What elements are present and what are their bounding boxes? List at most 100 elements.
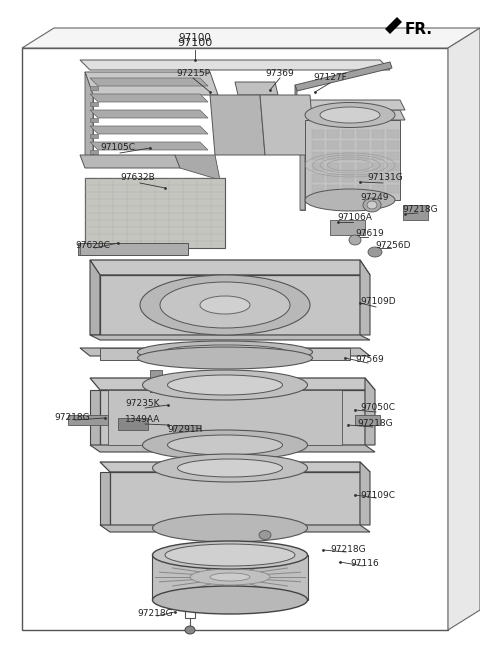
- Polygon shape: [68, 415, 108, 425]
- Polygon shape: [90, 260, 100, 335]
- Text: FR.: FR.: [405, 22, 433, 37]
- Ellipse shape: [163, 345, 288, 359]
- Polygon shape: [365, 378, 375, 445]
- Polygon shape: [342, 163, 354, 171]
- Polygon shape: [305, 120, 400, 200]
- Bar: [22, 48, 448, 630]
- Ellipse shape: [143, 370, 308, 400]
- Polygon shape: [150, 378, 178, 392]
- Ellipse shape: [210, 573, 250, 581]
- Polygon shape: [312, 163, 324, 171]
- Text: 97109D: 97109D: [360, 298, 396, 307]
- Text: 1349AA: 1349AA: [125, 415, 161, 424]
- Polygon shape: [90, 78, 208, 86]
- Ellipse shape: [259, 530, 271, 539]
- Polygon shape: [100, 525, 370, 532]
- Polygon shape: [327, 174, 339, 182]
- Polygon shape: [90, 390, 100, 445]
- Polygon shape: [90, 445, 375, 452]
- Polygon shape: [100, 462, 370, 472]
- Polygon shape: [387, 152, 399, 160]
- Polygon shape: [22, 28, 480, 48]
- Polygon shape: [387, 163, 399, 171]
- Polygon shape: [360, 260, 370, 335]
- Polygon shape: [312, 141, 324, 149]
- Text: 97127F: 97127F: [313, 74, 347, 83]
- Polygon shape: [342, 141, 354, 149]
- Text: 97050C: 97050C: [360, 403, 396, 413]
- Polygon shape: [90, 126, 208, 134]
- Polygon shape: [357, 174, 369, 182]
- Polygon shape: [300, 110, 405, 120]
- Ellipse shape: [168, 375, 283, 395]
- Text: 97109C: 97109C: [360, 491, 396, 499]
- Ellipse shape: [153, 454, 308, 482]
- Polygon shape: [100, 348, 350, 360]
- Ellipse shape: [349, 235, 361, 245]
- Polygon shape: [300, 120, 305, 210]
- Polygon shape: [80, 348, 370, 356]
- Polygon shape: [90, 118, 98, 122]
- Polygon shape: [357, 130, 369, 138]
- Polygon shape: [355, 415, 380, 425]
- Ellipse shape: [137, 341, 312, 363]
- Text: 97215P: 97215P: [176, 68, 210, 78]
- Polygon shape: [90, 94, 208, 102]
- Polygon shape: [100, 472, 110, 525]
- Polygon shape: [78, 243, 80, 255]
- Polygon shape: [372, 163, 384, 171]
- Polygon shape: [100, 275, 360, 335]
- Polygon shape: [78, 243, 188, 255]
- Text: 97218G: 97218G: [54, 413, 90, 422]
- Polygon shape: [357, 152, 369, 160]
- Polygon shape: [327, 185, 339, 193]
- Text: 97100: 97100: [178, 38, 213, 48]
- Polygon shape: [90, 275, 100, 335]
- Polygon shape: [110, 472, 360, 525]
- Polygon shape: [357, 163, 369, 171]
- Text: 97105C: 97105C: [100, 143, 135, 152]
- Text: 97218G: 97218G: [330, 545, 366, 555]
- Text: 97620C: 97620C: [75, 240, 110, 250]
- Polygon shape: [357, 185, 369, 193]
- Polygon shape: [387, 130, 399, 138]
- Polygon shape: [372, 130, 384, 138]
- Polygon shape: [312, 185, 324, 193]
- Text: 97116: 97116: [350, 558, 379, 568]
- Ellipse shape: [305, 189, 395, 211]
- Polygon shape: [152, 555, 308, 600]
- Polygon shape: [260, 95, 315, 155]
- Text: 97256D: 97256D: [375, 240, 411, 250]
- Polygon shape: [100, 390, 365, 445]
- Polygon shape: [108, 390, 342, 445]
- Text: 97100: 97100: [179, 33, 211, 43]
- Ellipse shape: [168, 435, 283, 455]
- Polygon shape: [85, 72, 93, 165]
- Polygon shape: [295, 85, 297, 108]
- Polygon shape: [342, 174, 354, 182]
- Ellipse shape: [178, 459, 283, 477]
- Polygon shape: [387, 185, 399, 193]
- Ellipse shape: [153, 514, 308, 542]
- Polygon shape: [312, 130, 324, 138]
- Polygon shape: [327, 130, 339, 138]
- Polygon shape: [173, 425, 200, 435]
- Text: 97218G: 97218G: [402, 206, 438, 214]
- Polygon shape: [387, 174, 399, 182]
- Polygon shape: [210, 95, 265, 155]
- Polygon shape: [85, 178, 225, 248]
- Ellipse shape: [165, 544, 295, 566]
- Ellipse shape: [320, 107, 380, 123]
- Polygon shape: [90, 150, 98, 154]
- Polygon shape: [80, 155, 180, 168]
- Polygon shape: [85, 72, 218, 95]
- Polygon shape: [312, 174, 324, 182]
- Text: 97369: 97369: [265, 68, 294, 78]
- Polygon shape: [342, 152, 354, 160]
- Text: 97632B: 97632B: [120, 173, 156, 183]
- Polygon shape: [327, 163, 339, 171]
- Polygon shape: [403, 205, 428, 220]
- Text: 97235K: 97235K: [126, 399, 160, 407]
- Polygon shape: [305, 100, 405, 110]
- Polygon shape: [372, 141, 384, 149]
